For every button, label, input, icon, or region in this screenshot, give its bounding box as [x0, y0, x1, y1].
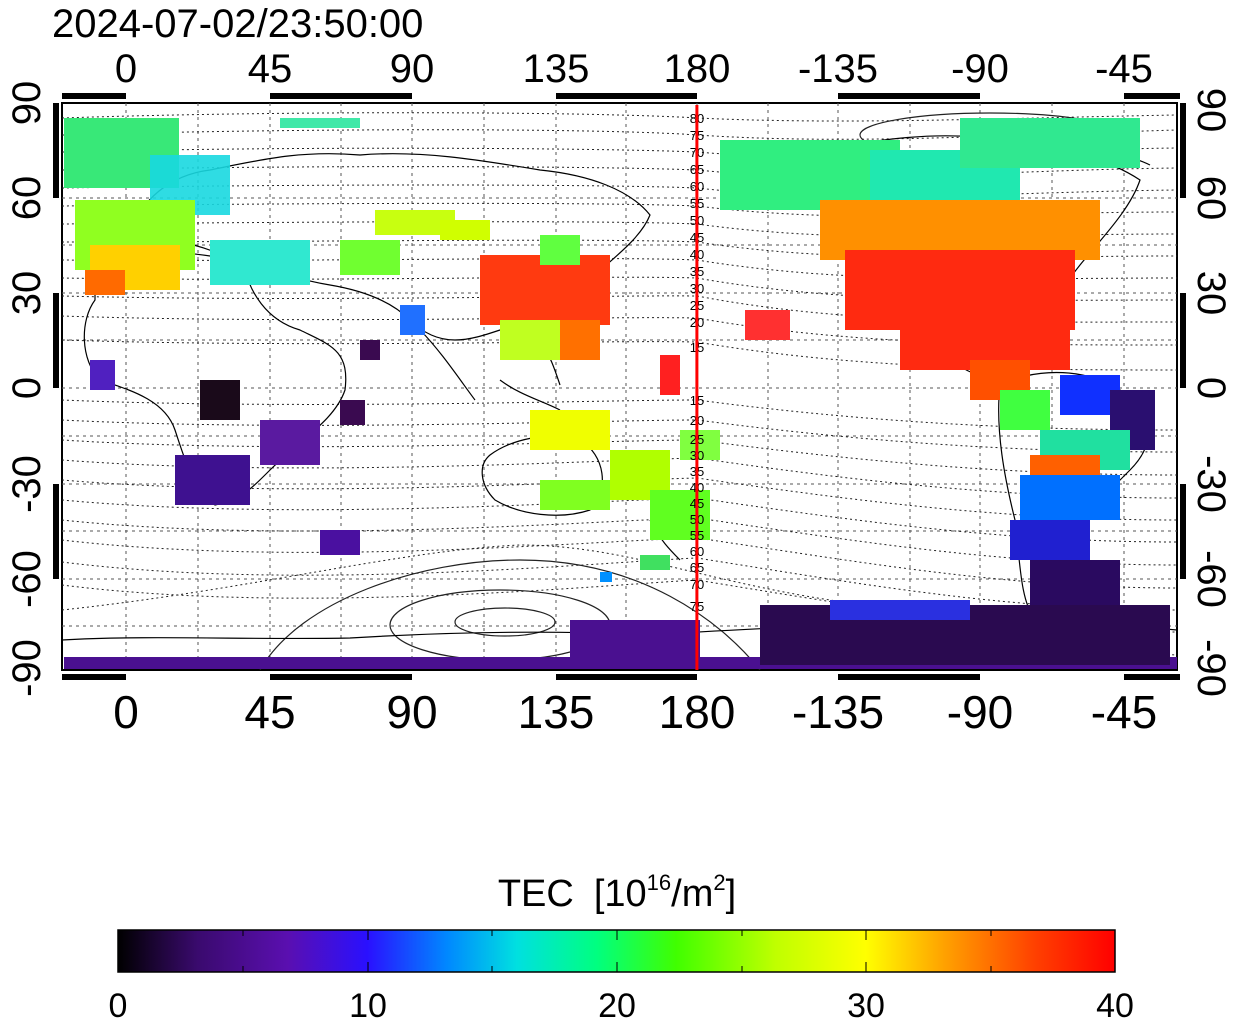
top-lon-label: -90	[951, 47, 1009, 91]
colorbar-unit-exp2: 2	[713, 870, 725, 895]
right-lat-label: -90	[1189, 639, 1233, 697]
top-lon-label: 135	[523, 47, 590, 91]
left-lat-label: 30	[5, 271, 49, 316]
top-lon-label: -135	[798, 47, 878, 91]
right-lat-label: 90	[1189, 88, 1233, 133]
right-lat-label: 60	[1189, 176, 1233, 221]
colorbar-tick-label: 40	[1096, 987, 1134, 1021]
top-lon-label: 45	[248, 47, 293, 91]
bottom-lon-label: 180	[659, 686, 736, 738]
left-lat-label: 60	[5, 176, 49, 221]
bottom-lon-label: 135	[518, 686, 595, 738]
right-lat-label: 30	[1189, 271, 1233, 316]
left-latitude-axis: 90 60 30 0 -30 -60 -90	[5, 81, 49, 697]
top-lon-label: 90	[390, 47, 435, 91]
colorbar-tick-label: 20	[598, 987, 636, 1021]
colorbar: TEC [1016/m2] 0 10 20 30 40	[109, 870, 1134, 1021]
colorbar-tick-label: 0	[109, 987, 128, 1021]
left-lat-label: -60	[5, 550, 49, 608]
right-lat-label: -30	[1189, 455, 1233, 513]
colorbar-unit-base: [10	[594, 873, 647, 915]
left-lat-label: 90	[5, 81, 49, 126]
map-panel: 80 75 70 65 60 55 50 45 40 35 30 25 20 1…	[53, 93, 1186, 680]
colorbar-tick-label: 30	[847, 987, 885, 1021]
colorbar-ticks	[242, 930, 992, 972]
colorbar-unit-mid: /m	[671, 873, 713, 915]
tec-data-patches	[64, 118, 1177, 669]
top-lon-label: 180	[664, 47, 731, 91]
right-lat-label: -60	[1189, 550, 1233, 608]
colorbar-title: TEC [1016/m2]	[498, 870, 736, 915]
colorbar-unit-end: ]	[726, 873, 737, 915]
colorbar-title-tec: TEC	[498, 873, 574, 915]
timestamp-title: 2024-07-02/23:50:00	[52, 2, 423, 46]
top-longitude-axis: 0 45 90 135 180 -135 -90 -45	[115, 47, 1153, 91]
colorbar-unit-exp: 16	[647, 870, 671, 895]
bottom-lon-label: -45	[1091, 686, 1157, 738]
colorbar-tick-label: 10	[349, 987, 387, 1021]
right-latitude-axis: 90 60 30 0 -30 -60 -90	[1189, 88, 1233, 697]
bottom-lon-label: -135	[792, 686, 884, 738]
map-border-ticks	[53, 93, 1186, 680]
top-lon-label: 0	[115, 47, 137, 91]
bottom-lon-label: 90	[386, 686, 437, 738]
right-lat-label: 0	[1189, 377, 1233, 399]
bottom-longitude-axis: 0 45 90 135 180 -135 -90 -45	[113, 686, 1157, 738]
bottom-lon-label: 45	[244, 686, 295, 738]
bottom-lon-label: -90	[947, 686, 1013, 738]
left-lat-label: -90	[5, 639, 49, 697]
left-lat-label: -30	[5, 455, 49, 513]
left-lat-label: 0	[5, 377, 49, 399]
bottom-lon-label: 0	[113, 686, 139, 738]
top-lon-label: -45	[1095, 47, 1153, 91]
